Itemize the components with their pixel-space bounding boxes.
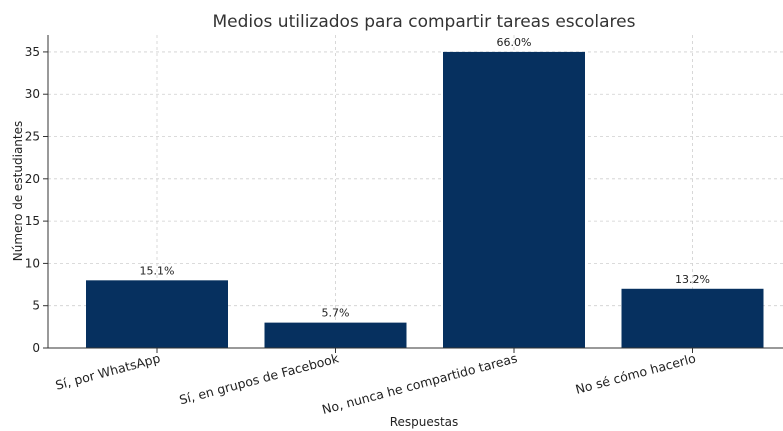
bar <box>621 288 764 348</box>
axis-layer: 0 5 10 15 20 25 30 35 Sí, por WhatsApp Sí, en gru… <box>25 35 783 417</box>
x-category-label: Sí, en grupos de Facebook <box>178 350 341 407</box>
y-tick-label: 30 <box>25 87 40 101</box>
bar-layer: 15.1% 5.7% 66.0% 13.2% <box>86 36 764 349</box>
y-tick-label: 10 <box>25 256 40 270</box>
bar <box>443 51 585 349</box>
y-tick-label: 5 <box>32 299 40 313</box>
x-category-label: No, nunca he compartido tareas <box>320 350 518 417</box>
y-tick-label: 15 <box>25 214 40 228</box>
x-category-label: No sé cómo hacerlo <box>574 350 698 397</box>
y-tick-label: 20 <box>25 172 40 186</box>
bar-data-label: 66.0% <box>497 36 532 49</box>
y-tick-label: 35 <box>25 45 40 59</box>
bar-data-label: 13.2% <box>675 273 710 286</box>
bar-data-label: 15.1% <box>140 264 175 277</box>
y-axis-label: Número de estudiantes <box>11 121 25 262</box>
chart-title: Medios utilizados para compartir tareas … <box>213 12 636 32</box>
bar <box>264 322 407 348</box>
x-axis-label: Respuestas <box>390 415 459 429</box>
y-tick-label: 25 <box>25 130 40 144</box>
x-category-label: Sí, por WhatsApp <box>54 350 162 392</box>
bar-data-label: 5.7% <box>322 307 350 320</box>
bar <box>86 280 228 348</box>
y-tick-label: 0 <box>32 341 40 355</box>
